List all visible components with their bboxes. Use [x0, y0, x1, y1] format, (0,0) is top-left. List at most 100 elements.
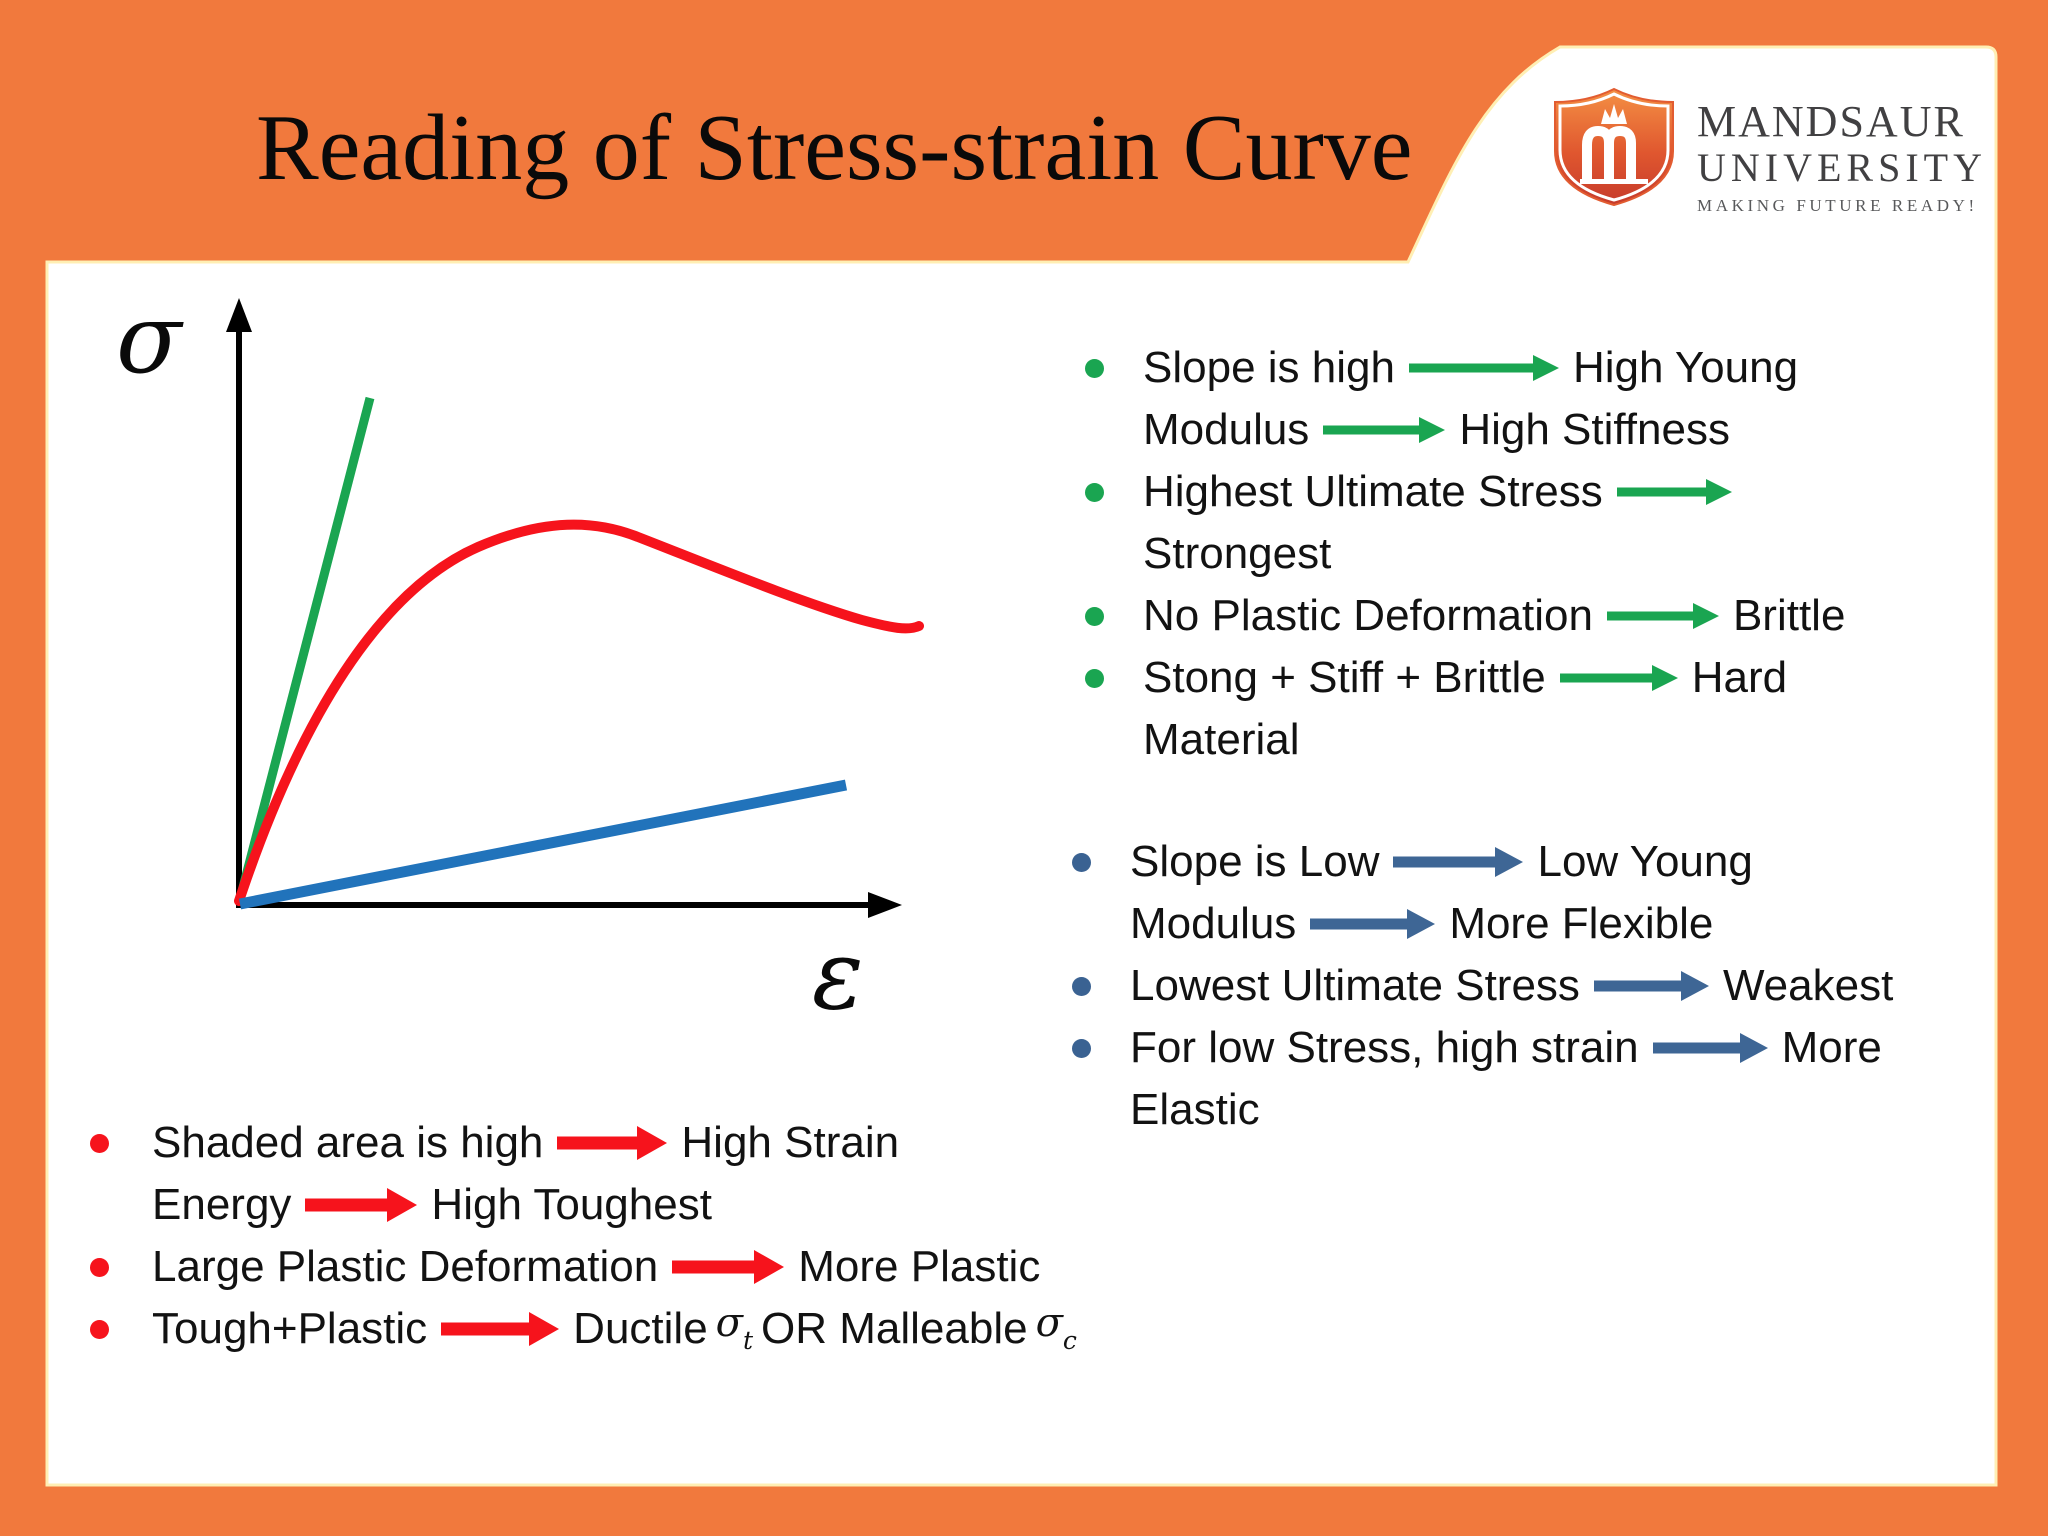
university-name-line2: UNIVERSITY: [1697, 145, 1987, 190]
shield-inner-border: [1558, 92, 1670, 202]
list-item-content: No Plastic Deformation Brittle: [1143, 591, 1845, 641]
arrow-head: [1705, 479, 1732, 505]
bullet-icon: [1085, 606, 1104, 626]
list-item-content: Elastic: [1130, 1085, 1260, 1135]
university-wordmark: MANDSAUR UNIVERSITY MAKING FUTURE READY!: [1697, 100, 1997, 215]
arrow-icon: [672, 1249, 785, 1285]
bullet-gutter: [90, 1133, 152, 1153]
list-text: Large Plastic Deformation: [152, 1242, 659, 1291]
university-tagline: MAKING FUTURE READY!: [1697, 196, 1978, 215]
list-text: Low Young: [1537, 837, 1753, 886]
list-item: Modulus More Flexible: [1072, 893, 1893, 955]
arrow-shaft: [1593, 980, 1683, 992]
sigma-symbol: σc: [1035, 1299, 1077, 1355]
arrow-head: [754, 1250, 785, 1284]
bullet-gutter: [1085, 606, 1143, 626]
list-text: For low Stress, high strain: [1130, 1023, 1639, 1072]
list-item: Strongest: [1085, 523, 1845, 585]
bullet-gutter: [1072, 976, 1130, 996]
list-text: High Young: [1572, 343, 1799, 392]
list-item-content: Modulus High Stiffness: [1143, 405, 1730, 455]
bullet-icon: [90, 1257, 109, 1277]
arrow-head: [1419, 417, 1446, 443]
list-item: Elastic: [1072, 1079, 1893, 1141]
arrow-shaft: [672, 1260, 757, 1274]
arrow-icon: [1593, 968, 1709, 1004]
list-item-content: Stong + Stiff + Brittle Hard: [1143, 653, 1787, 703]
slide-title: Reading of Stress-strain Curve: [256, 96, 1413, 200]
bullet-gutter: [1072, 852, 1130, 872]
list-text: Stong + Stiff + Brittle: [1143, 653, 1546, 702]
arrow-shaft: [305, 1198, 390, 1212]
arrow-head: [1680, 971, 1709, 1001]
arrow-shaft: [1393, 856, 1498, 868]
arrow-icon: [1323, 412, 1446, 448]
list-text: OR Malleable: [761, 1304, 1028, 1353]
bullet-icon: [90, 1133, 109, 1153]
bullet-icon: [90, 1319, 109, 1339]
list-item: Modulus High Stiffness: [1085, 399, 1845, 461]
arrow-icon: [1310, 906, 1436, 942]
list-item-content: For low Stress, high strain More: [1130, 1023, 1882, 1073]
arrow-head: [1532, 355, 1559, 381]
list-item: For low Stress, high strain More: [1072, 1017, 1893, 1079]
list-item: Highest Ultimate Stress: [1085, 461, 1845, 523]
list-text: Hard: [1691, 653, 1788, 702]
arrow-shaft: [1559, 673, 1654, 683]
university-shield-logo-icon: [1554, 87, 1674, 207]
list-item: Shaded area is high High Strain: [90, 1112, 1085, 1174]
arrow-icon: [305, 1187, 418, 1223]
arrow-head: [1739, 1033, 1768, 1063]
arrow-icon: [1393, 844, 1524, 880]
list-text: Ductile: [573, 1304, 708, 1353]
list-item: Slope is high High Young: [1085, 337, 1845, 399]
list-item-content: Slope is Low Low Young: [1130, 837, 1753, 887]
content-panel: [45, 45, 1998, 1487]
list-text: Lowest Ultimate Stress: [1130, 961, 1580, 1010]
green-bullet-list: Slope is high High Young Modulus High Stiff…: [1085, 337, 1845, 771]
bullet-gutter: [90, 1257, 152, 1277]
list-text: No Plastic Deformation: [1143, 591, 1593, 640]
arrow-head: [1651, 665, 1678, 691]
list-text: Slope is high: [1143, 343, 1395, 392]
list-item: Material: [1085, 709, 1845, 771]
arrow-head: [529, 1312, 560, 1346]
list-text: Tough+Plastic: [152, 1304, 428, 1353]
arrow-icon: [1616, 474, 1732, 510]
arrow-icon: [1559, 660, 1678, 696]
list-item-content: Highest Ultimate Stress: [1143, 467, 1746, 517]
list-item-content: Large Plastic Deformation More Plastic: [152, 1242, 1040, 1292]
bullet-icon: [1085, 668, 1104, 688]
list-text: More Flexible: [1449, 899, 1714, 948]
arrow-icon: [1408, 350, 1559, 386]
arrow-shaft: [1616, 487, 1708, 497]
bullet-icon: [1072, 852, 1091, 872]
bullet-icon: [1072, 1038, 1091, 1058]
arrow-icon: [1652, 1030, 1768, 1066]
list-item-content: Slope is high High Young: [1143, 343, 1798, 393]
arrow-shaft: [1606, 611, 1695, 621]
list-text: Elastic: [1130, 1085, 1260, 1134]
arrow-head: [637, 1126, 668, 1160]
bullet-gutter: [1085, 358, 1143, 378]
list-text: Strongest: [1143, 529, 1332, 578]
list-text: High Toughest: [431, 1180, 712, 1229]
list-text: Highest Ultimate Stress: [1143, 467, 1603, 516]
bullet-gutter: [90, 1319, 152, 1339]
list-item: Energy High Toughest: [90, 1174, 1085, 1236]
list-item-content: Lowest Ultimate Stress Weakest: [1130, 961, 1893, 1011]
arrow-icon: [441, 1311, 560, 1347]
arrow-shaft: [441, 1322, 532, 1336]
list-text: More: [1781, 1023, 1882, 1072]
list-text: Slope is Low: [1130, 837, 1380, 886]
bullet-icon: [1072, 976, 1091, 996]
arrow-shaft: [1408, 363, 1535, 373]
arrow-shaft: [1652, 1042, 1742, 1054]
arrow-icon: [557, 1125, 668, 1161]
list-text: Material: [1143, 715, 1300, 764]
list-item: Slope is Low Low Young: [1072, 831, 1893, 893]
list-text: Modulus: [1143, 405, 1310, 454]
list-item-content: Tough+Plastic Ductile σt OR Malleable σc: [152, 1300, 1085, 1355]
